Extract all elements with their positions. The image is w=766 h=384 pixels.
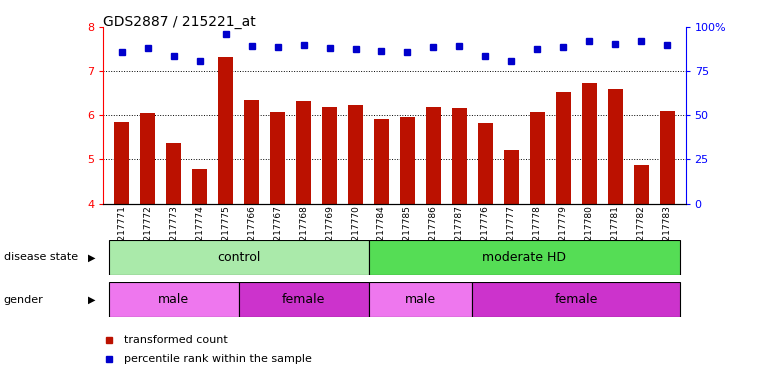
Bar [368, 282, 473, 317]
Bar [109, 240, 368, 275]
Text: male: male [405, 293, 436, 306]
Text: female: female [555, 293, 598, 306]
Text: transformed count: transformed count [124, 335, 228, 345]
Text: ▶: ▶ [88, 252, 96, 262]
Bar [400, 117, 415, 204]
Text: female: female [282, 293, 326, 306]
Bar [660, 111, 675, 204]
Bar [581, 83, 597, 204]
Text: percentile rank within the sample: percentile rank within the sample [124, 354, 312, 364]
Bar [529, 112, 545, 204]
Bar [238, 282, 368, 317]
Text: ▶: ▶ [88, 295, 96, 305]
Bar [165, 142, 182, 204]
Bar [426, 107, 441, 204]
Bar [140, 113, 155, 204]
Bar [192, 169, 208, 204]
Bar [109, 282, 238, 317]
Bar [504, 150, 519, 204]
Bar [114, 122, 129, 204]
Bar [633, 165, 650, 204]
Bar [322, 107, 337, 204]
Bar [478, 123, 493, 204]
Text: gender: gender [4, 295, 44, 305]
Bar [296, 101, 311, 204]
Bar [368, 240, 680, 275]
Text: moderate HD: moderate HD [483, 251, 566, 264]
Text: GDS2887 / 215221_at: GDS2887 / 215221_at [103, 15, 256, 29]
Bar [473, 282, 680, 317]
Bar [218, 57, 234, 204]
Bar [555, 92, 571, 204]
Bar [374, 119, 389, 204]
Bar [270, 112, 286, 204]
Bar [607, 89, 624, 204]
Text: male: male [158, 293, 189, 306]
Text: control: control [217, 251, 260, 264]
Bar [244, 100, 260, 204]
Bar [452, 108, 467, 204]
Bar [348, 106, 363, 204]
Text: disease state: disease state [4, 252, 78, 262]
